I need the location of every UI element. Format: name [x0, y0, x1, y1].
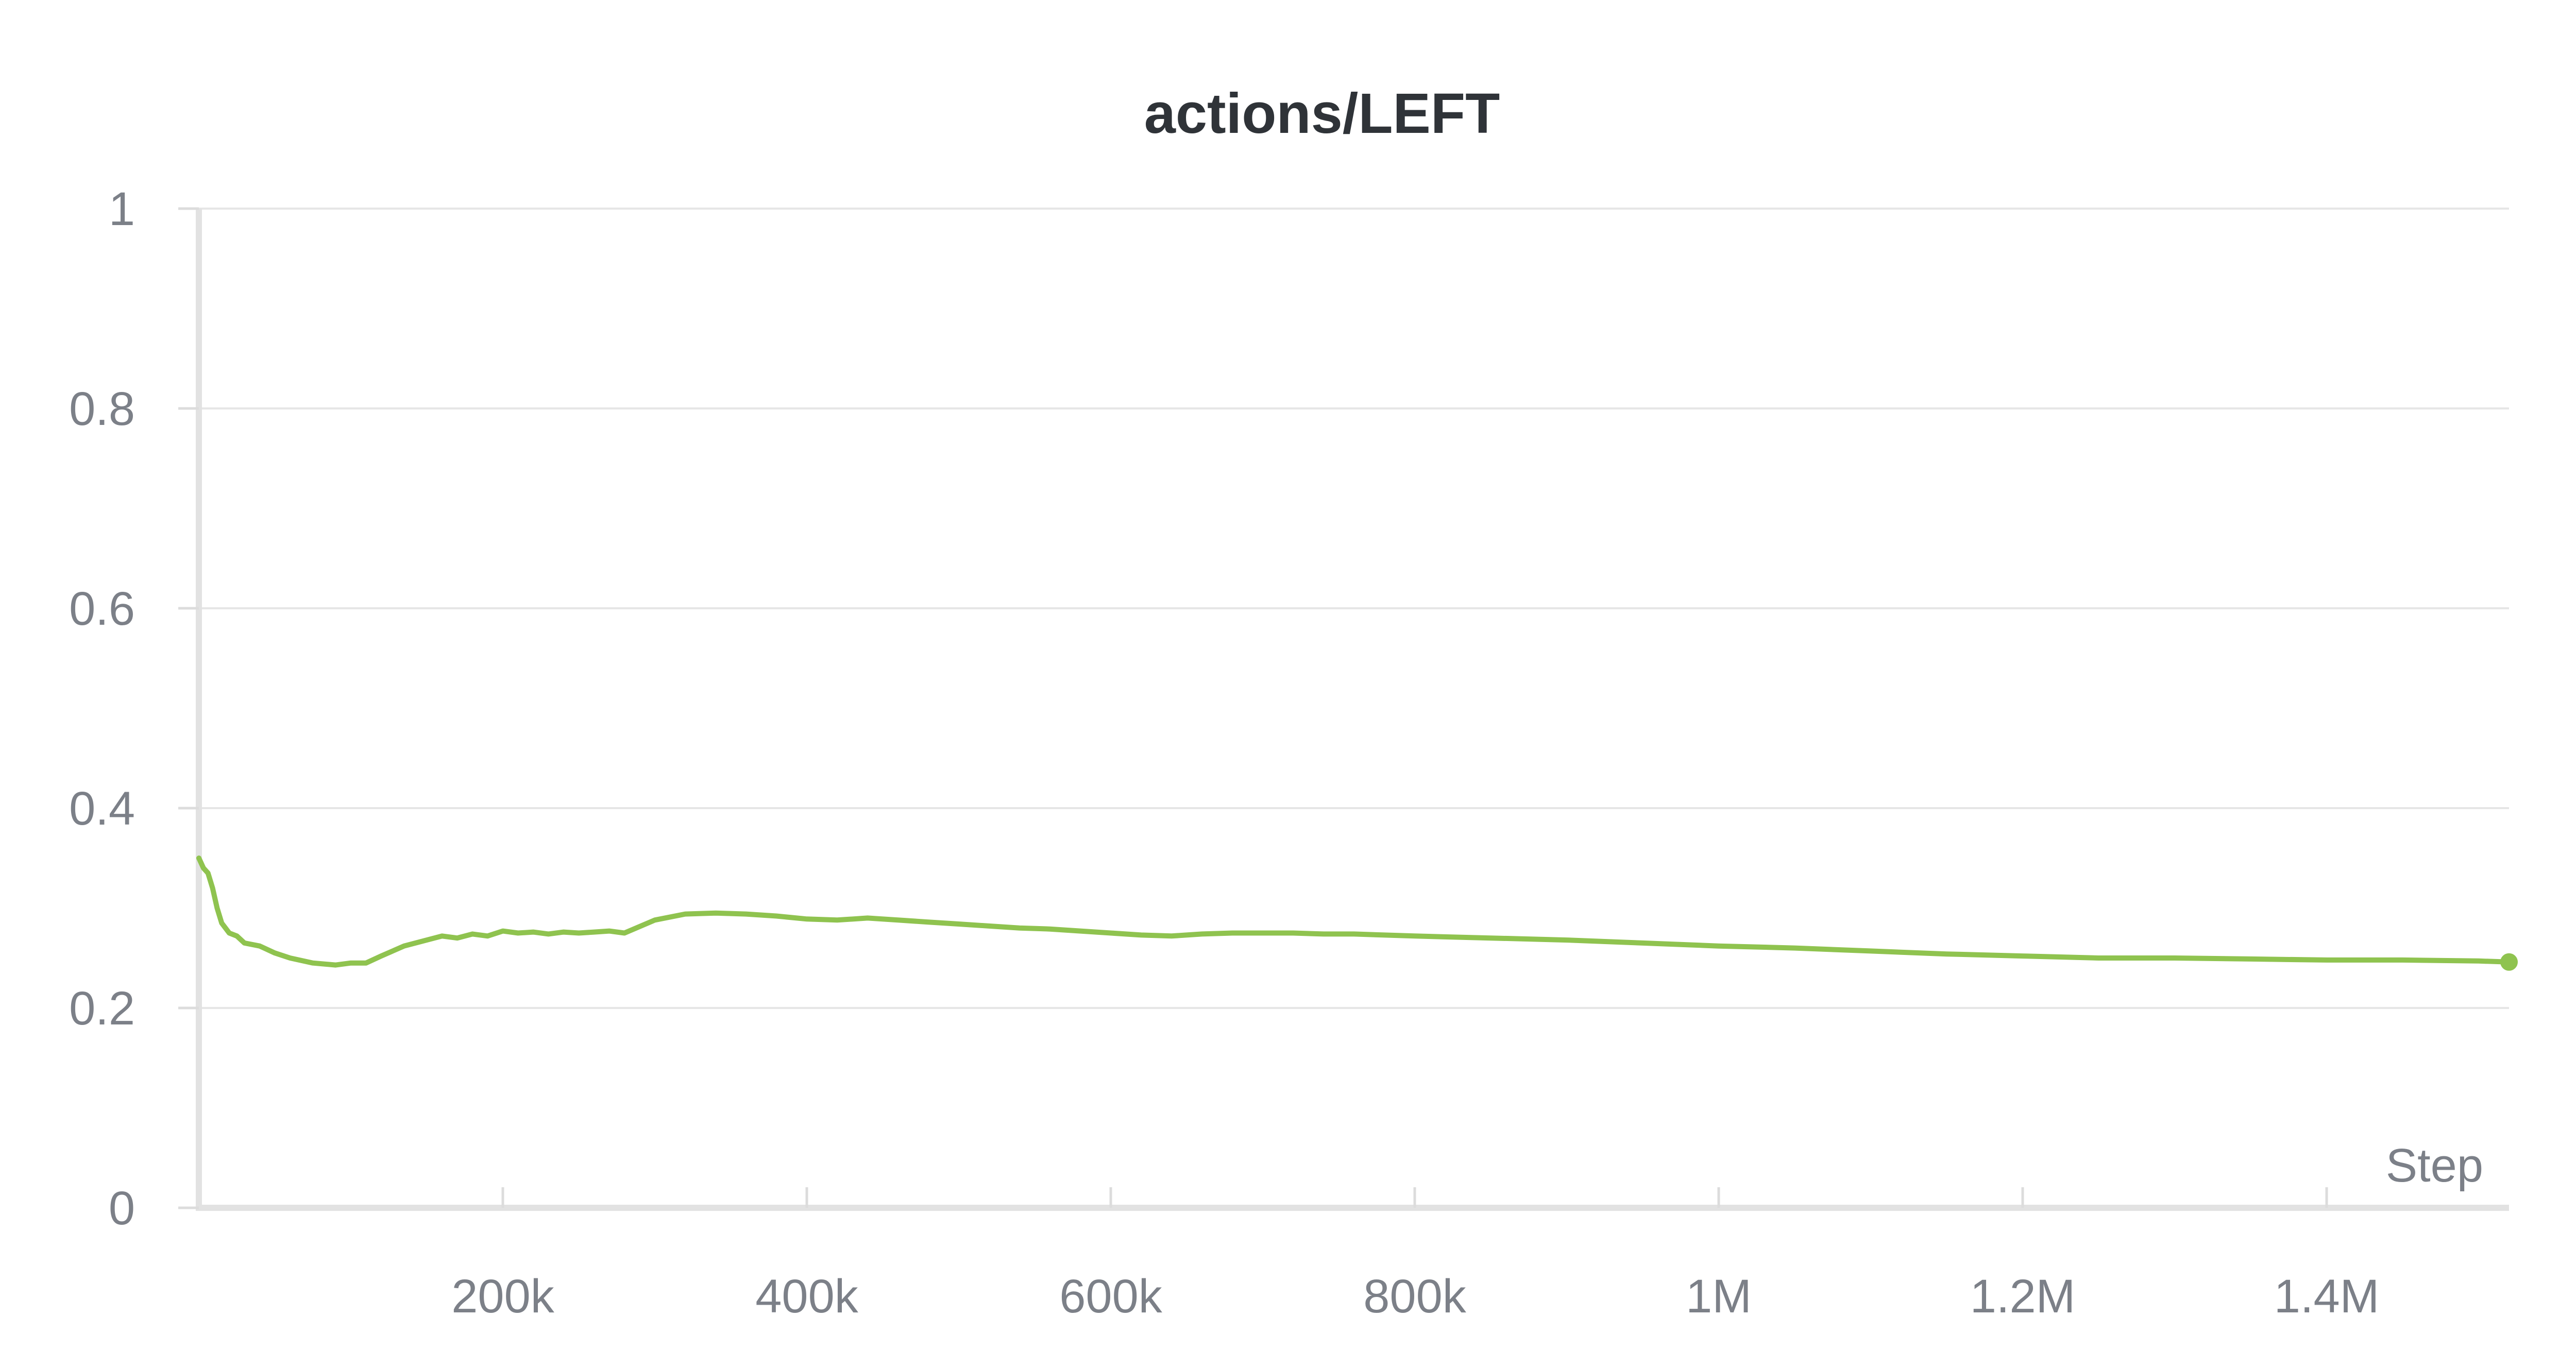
x-tick-label: 400k — [755, 1270, 858, 1323]
y-tick-label: 0.8 — [69, 383, 135, 435]
y-tick-label: 0.2 — [69, 982, 135, 1035]
y-axis-ticks: 0 0.2 0.4 0.6 0.8 1 — [69, 183, 199, 1235]
series-end-point — [2500, 953, 2518, 971]
axes — [196, 209, 2509, 1211]
x-tick-label: 1M — [1686, 1270, 1752, 1323]
y-tick-label: 0.6 — [69, 583, 135, 635]
grid-lines — [199, 208, 2509, 1009]
x-tick-label: 200k — [451, 1270, 554, 1323]
chart-title: actions/LEFT — [1144, 82, 1500, 145]
x-tick-label: 800k — [1363, 1270, 1466, 1323]
x-tick-label: 600k — [1059, 1270, 1162, 1323]
x-tick-label: 1.2M — [1970, 1270, 2076, 1323]
series-line — [196, 856, 2512, 968]
y-tick-label: 1 — [109, 183, 135, 235]
x-axis-ticks: 200k 400k 600k 800k 1M 1.2M 1.4M — [451, 1187, 2379, 1323]
x-axis-title: Step — [2386, 1139, 2483, 1192]
y-tick-label: 0.4 — [69, 782, 135, 835]
y-tick-label: 0 — [109, 1182, 135, 1235]
x-tick-label: 1.4M — [2274, 1270, 2380, 1323]
series-layer — [196, 856, 2518, 971]
